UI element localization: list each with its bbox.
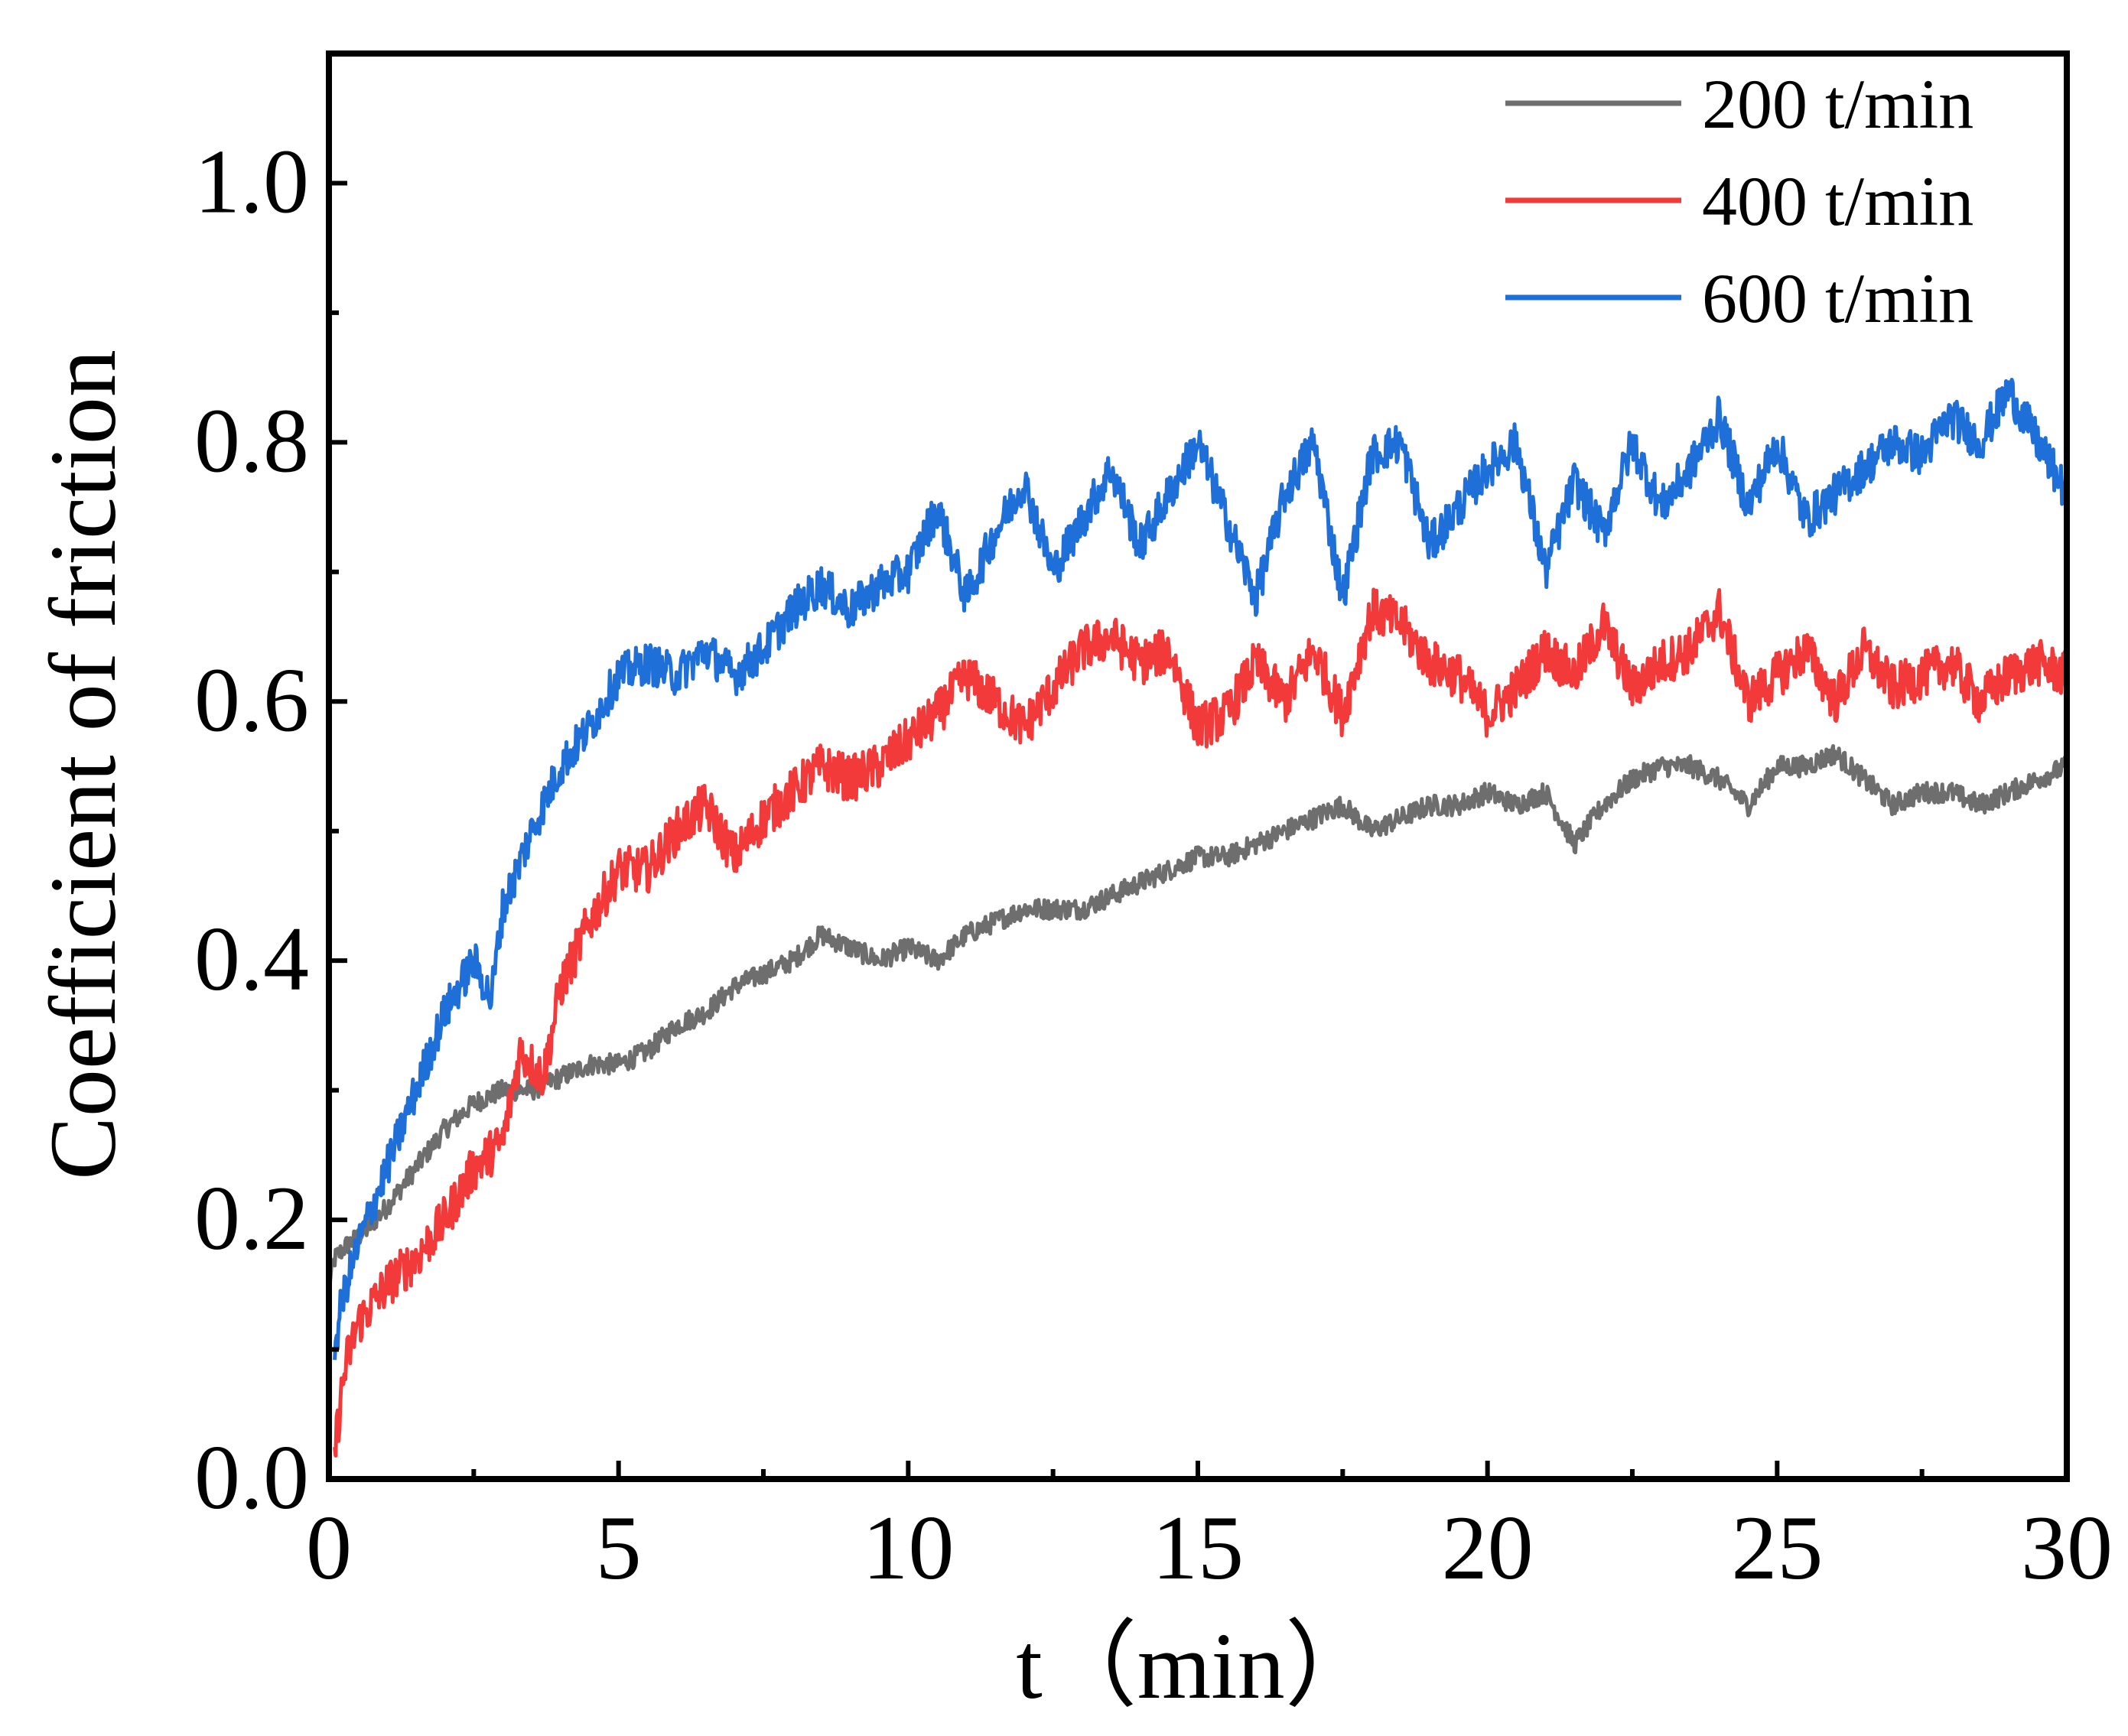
- legend: 200 t/min 400 t/min 600 t/min: [1505, 65, 1973, 337]
- y-tick-label: 0.6: [194, 649, 309, 750]
- series-layer: [327, 378, 2069, 1458]
- legend-label: 600 t/min: [1702, 259, 1973, 337]
- x-tick-label: 15: [1152, 1497, 1244, 1598]
- y-tick-label: 0.8: [194, 389, 309, 491]
- y-tick-label: 0.4: [194, 908, 309, 1009]
- y-tick-label: 0.0: [194, 1426, 309, 1528]
- y-tick-label: 0.2: [194, 1167, 309, 1269]
- legend-label: 200 t/min: [1702, 65, 1973, 143]
- x-tick-label: 25: [1731, 1497, 1823, 1598]
- axis-layer: 0 5 10 15 20 25 30 0.0 0.2 0.4 0.6 0.8 1.0: [194, 130, 2113, 1598]
- legend-label: 400 t/min: [1702, 162, 1973, 240]
- x-tick-label: 20: [1442, 1497, 1534, 1598]
- series-line-600-t-min: [333, 378, 2069, 1361]
- x-tick-label: 0: [306, 1497, 352, 1598]
- y-axis-title: Coefficient of friction: [31, 349, 135, 1180]
- x-tick-label: 30: [2021, 1497, 2113, 1598]
- x-tick-label: 5: [596, 1497, 642, 1598]
- series-line-400-t-min: [333, 587, 2069, 1458]
- series-line-200-t-min: [327, 744, 2069, 1286]
- x-tick-label: 10: [862, 1497, 954, 1598]
- y-tick-label: 1.0: [194, 130, 309, 232]
- x-axis-title: t（min）: [1016, 1614, 1379, 1718]
